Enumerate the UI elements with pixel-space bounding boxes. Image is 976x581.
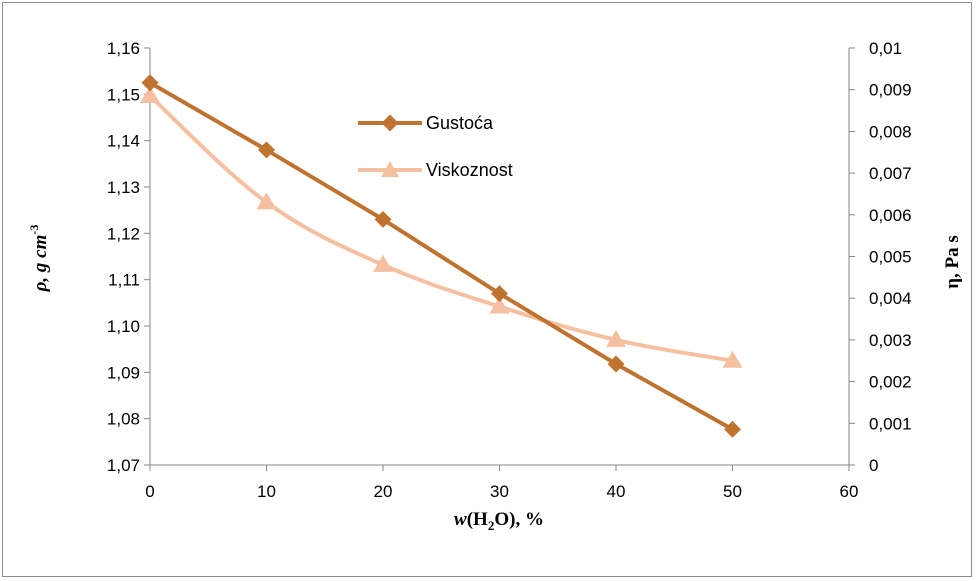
data-point-viskoznost xyxy=(722,350,743,368)
x-tick-label: 30 xyxy=(490,482,509,501)
data-point-viskoznost xyxy=(140,85,160,103)
y-right-tick-label: 0,006 xyxy=(869,206,912,225)
y-left-tick-label: 1,13 xyxy=(107,178,140,197)
y-left-tick-label: 1,07 xyxy=(107,456,140,475)
x-tick-label: 50 xyxy=(723,482,742,501)
y-left-tick-label: 1,11 xyxy=(108,271,140,290)
data-point-gustoca xyxy=(141,74,159,92)
y-right-tick-label: 0 xyxy=(869,456,878,475)
x-tick-label: 60 xyxy=(840,482,859,501)
legend-marker-gustoca xyxy=(381,114,399,132)
x-tick-label: 40 xyxy=(607,482,626,501)
series-layer xyxy=(140,74,743,438)
y-left-tick-label: 1,15 xyxy=(107,85,140,104)
x-tick-label: 10 xyxy=(257,482,276,501)
axes: 0 10 20 30 40 50 60 1,07 1,08 1,09 1,10 1,11 1,12 1,1… xyxy=(107,39,912,501)
y-left-tick-label: 1,12 xyxy=(107,224,140,243)
y-right-tick-label: 0,01 xyxy=(869,39,902,58)
x-tick-label: 20 xyxy=(374,482,393,501)
series-gustoca xyxy=(141,74,741,438)
y-left-tick-label: 1,16 xyxy=(107,39,140,58)
y-right-tick-label: 0,007 xyxy=(869,164,912,183)
legend-label-viskoznost: Viskoznost xyxy=(426,160,513,180)
series-line-gustoca xyxy=(149,81,734,432)
series-line-viskoznost xyxy=(148,94,733,363)
data-point-gustoca xyxy=(607,355,625,373)
data-point-gustoca xyxy=(724,420,741,438)
legend-marker-viskoznost xyxy=(381,161,399,177)
x-tick-label: 0 xyxy=(145,482,154,501)
legend-label-gustoca: Gustoća xyxy=(426,113,494,133)
data-point-viskoznost xyxy=(256,192,277,210)
series-viskoznost xyxy=(140,85,743,368)
y-left-tick-label: 1,14 xyxy=(107,132,140,151)
data-point-viskoznost xyxy=(489,296,510,314)
data-point-gustoca xyxy=(491,285,508,303)
y-right-tick-label: 0,009 xyxy=(869,81,912,100)
y-right-tick-label: 0,004 xyxy=(869,289,912,308)
y-right-tick-label: 0,005 xyxy=(869,248,912,267)
y-right-tick-label: 0,001 xyxy=(869,414,912,433)
y-left-tick-label: 1,09 xyxy=(107,363,140,382)
y-left-tick-label: 1,08 xyxy=(107,410,140,429)
data-point-viskoznost xyxy=(606,329,626,347)
data-point-viskoznost xyxy=(373,254,393,272)
legend: Gustoća Viskoznost xyxy=(358,113,513,180)
data-point-gustoca xyxy=(258,141,275,159)
y-right-tick-label: 0,008 xyxy=(869,122,912,141)
x-axis-title: w(H2O), % xyxy=(454,509,544,533)
y-right-tick-label: 0,003 xyxy=(869,331,912,350)
y-left-tick-label: 1,10 xyxy=(107,317,140,336)
y-right-tick-label: 0,002 xyxy=(869,373,912,392)
y-left-axis-title: ρ, g cm-3 xyxy=(27,225,51,293)
y-right-axis-title: η, Pa s xyxy=(942,235,963,289)
data-point-gustoca xyxy=(374,210,392,228)
